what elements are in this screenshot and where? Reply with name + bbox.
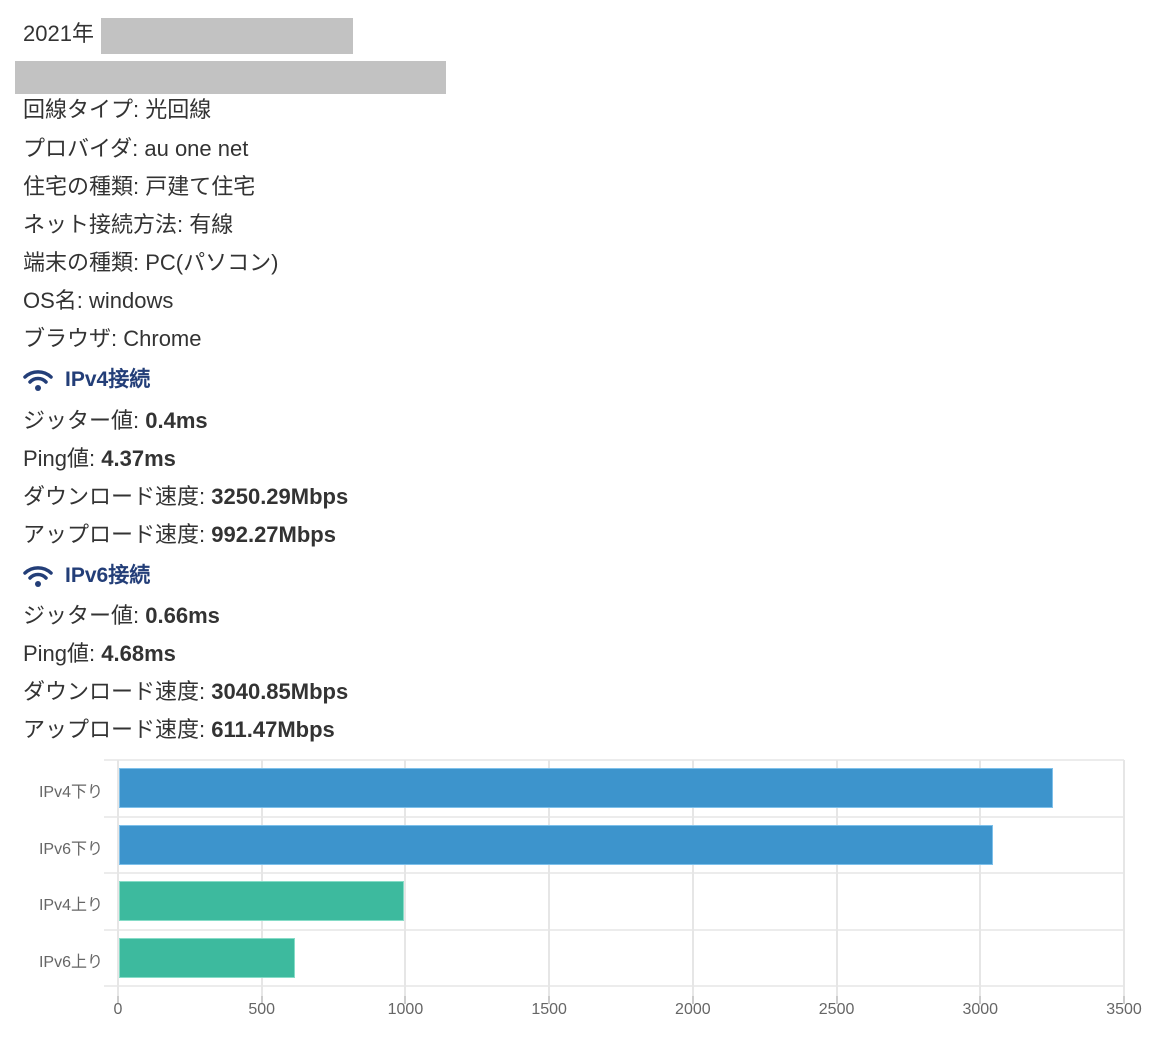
info-line-type: 回線タイプ: 光回線 [23,97,212,122]
grid-line-vertical [979,760,982,996]
wifi-icon [23,370,53,391]
info-line-connection: ネット接続方法: 有線 [23,212,234,237]
x-axis-tick [691,996,694,1004]
ipv4-download: ダウンロード速度: 3250.29Mbps [23,484,349,509]
x-axis-tick-label: 0 [113,1001,123,1018]
date-line: 2021年 [23,20,94,48]
grid-line-horizontal [104,815,1124,818]
grid-line-horizontal [104,759,1124,761]
x-axis-tick [979,996,982,1004]
grid-line-vertical [1123,760,1125,996]
info-line-provider: プロバイダ: au one net [23,136,249,161]
info-line-housing: 住宅の種類: 戸建て住宅 [23,174,256,199]
y-axis-category-label: IPv4上り [38,897,103,914]
wifi-icon [23,566,53,587]
x-axis-tick [548,996,551,1004]
grid-line-horizontal [104,985,1124,987]
bar-IPv4下り[interactable] [119,768,1054,808]
x-axis-tick-label: 3000 [962,1001,999,1018]
grid-line-horizontal [104,872,1124,874]
ipv6-ping: Ping値: 4.68ms [23,641,176,666]
x-axis-tick [835,996,838,1004]
ipv4-jitter: ジッター値: 0.4ms [23,408,208,433]
ipv4-ping: Ping値: 4.37ms [23,446,176,471]
grid-line-vertical [404,760,407,996]
ipv6-download: ダウンロード速度: 3040.85Mbps [23,679,349,704]
ipv4-upload: アップロード速度: 992.27Mbps [23,522,336,547]
bar-IPv6上り[interactable] [119,937,295,978]
x-axis-tick [117,996,119,1004]
bar-IPv4上り[interactable] [119,881,405,921]
y-axis-category-label: IPv6下り [38,840,103,858]
bar-IPv6下り[interactable] [119,824,994,865]
x-axis-tick [260,996,263,1004]
grid-line-vertical [260,760,263,996]
ipv6-heading: IPv6接続 [23,562,150,590]
y-axis-category-label: IPv6上り [38,953,103,971]
grid-line-vertical [691,760,694,996]
info-line-device: 端末の種類: PC(パソコン) [23,250,279,275]
x-axis-tick-label: 1500 [531,1001,567,1018]
info-line-os: OS名: windows [23,288,174,313]
grid-line-vertical [548,760,551,996]
grid-line-horizontal [104,928,1124,931]
ipv6-jitter: ジッター値: 0.66ms [23,603,220,628]
ipv4-heading: IPv4接続 [23,366,150,394]
grid-line-vertical [835,760,838,996]
x-axis-tick-label: 500 [248,1001,276,1018]
x-axis-tick [404,996,407,1004]
redacted-date [101,18,353,54]
speed-bar-chart: 0 500 1000 1500 2000 2500 3000 3500 IPv4下り IPv6下り… [0,755,1172,1051]
x-axis-tick-label: 2500 [818,1001,855,1018]
x-axis-tick [1123,996,1125,1004]
x-axis-tick-label: 2000 [675,1001,711,1018]
x-axis-tick-label: 1000 [387,1001,424,1018]
x-axis-tick-label: 3500 [1106,1001,1142,1018]
redacted-title [15,61,446,94]
year-text: 2021年 [23,21,94,46]
info-line-browser: ブラウザ: Chrome [23,326,202,351]
grid-line-vertical [117,760,119,996]
y-axis-category-label: IPv4下り [38,784,103,801]
ipv6-upload: アップロード速度: 611.47Mbps [23,717,335,742]
